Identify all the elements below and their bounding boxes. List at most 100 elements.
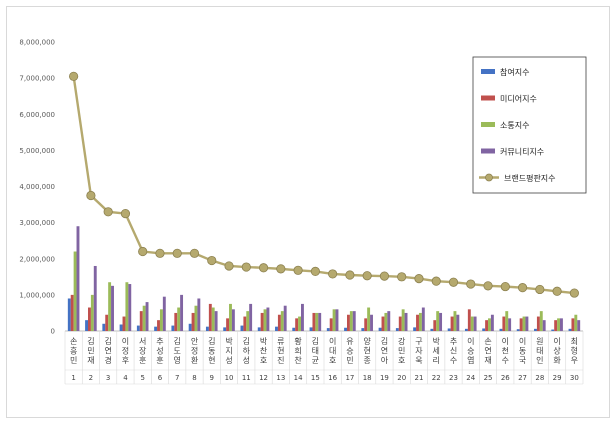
x-category-char: 이 <box>553 336 560 346</box>
x-category-char: 현 <box>363 347 370 356</box>
x-category-char: 최 <box>571 336 578 346</box>
bar-소통지수-김도영 <box>177 307 181 331</box>
x-rank-label: 9 <box>210 374 214 382</box>
x-category-label: 최형우 <box>571 336 578 365</box>
x-rank-label: 24 <box>466 374 475 382</box>
line-layer <box>69 71 579 298</box>
x-category-label: 김연경 <box>104 336 111 365</box>
x-rank-label: 28 <box>535 374 544 382</box>
x-category-char: 형 <box>571 347 578 356</box>
bar-미디어지수-이상화 <box>554 320 558 331</box>
x-category-char: 양 <box>363 337 371 346</box>
bar-커뮤니티지수-김태균 <box>318 312 322 331</box>
bar-커뮤니티지수-김연경 <box>111 285 114 331</box>
bar-소통지수-이천수 <box>505 311 509 331</box>
point-브랜드평판지수-최형우 <box>569 288 579 298</box>
bar-소통지수-추성훈 <box>159 309 163 331</box>
x-category-label: 김하성 <box>243 336 251 365</box>
bar-참여지수-김태균 <box>309 327 313 331</box>
legend-swatch <box>481 148 495 154</box>
x-category-label: 김연아 <box>381 336 389 365</box>
point-브랜드평판지수-이천수 <box>500 281 510 292</box>
x-category-label: 추성훈 <box>156 337 163 365</box>
bar-소통지수-류현진 <box>280 311 284 331</box>
x-category-char: 리 <box>433 356 440 365</box>
bar-참여지수-김연아 <box>378 327 382 331</box>
x-rank-label: 5 <box>140 374 144 382</box>
legend-swatch <box>481 122 495 127</box>
bar-커뮤니티지수-김동현 <box>214 311 218 331</box>
bar-커뮤니티지수-이동국 <box>525 316 529 331</box>
bar-소통지수-김하성 <box>246 311 250 331</box>
x-category-char: 손 <box>484 337 491 346</box>
x-rank-label: 6 <box>158 374 163 382</box>
bar-커뮤니티지수-김연아 <box>387 311 391 331</box>
point-브랜드평판지수-김태균 <box>310 266 320 276</box>
x-category-char: 태 <box>312 347 319 356</box>
x-category-char: 이 <box>502 336 509 346</box>
x-rank-label: 10 <box>225 374 234 382</box>
x-category-char: 아 <box>381 355 389 365</box>
x-category-char: 훈 <box>156 355 163 365</box>
x-rank-label: 15 <box>311 374 320 382</box>
bar-소통지수-김연경 <box>108 282 112 331</box>
bar-참여지수-이천수 <box>499 328 503 331</box>
x-category-char: 환 <box>191 355 199 365</box>
x-category-char: 성 <box>225 356 232 365</box>
x-category-char: 연 <box>381 347 388 356</box>
bar-미디어지수-박세리 <box>433 320 437 331</box>
bar-커뮤니티지수-구자욱 <box>421 307 425 331</box>
bar-미디어지수-김동현 <box>208 303 212 331</box>
point-브랜드평판지수-양현종 <box>362 271 372 281</box>
bar-커뮤니티지수-김민재 <box>93 265 97 331</box>
bar-미디어지수-유승민 <box>347 314 350 331</box>
x-category-label: 손연재 <box>484 337 491 365</box>
bar-미디어지수-박지성 <box>226 318 230 331</box>
bar-미디어지수-김연아 <box>381 316 385 331</box>
bar-미디어지수-최형우 <box>571 318 575 331</box>
x-rank-label: 27 <box>518 374 527 382</box>
x-category-char: 민 <box>87 346 94 356</box>
bar-참여지수-박세리 <box>430 328 434 331</box>
bar-미디어지수-원태인 <box>536 316 540 331</box>
bar-소통지수-박지성 <box>229 303 232 331</box>
x-category-char: 종 <box>363 356 370 365</box>
point-브랜드평판지수-김동현 <box>207 255 217 266</box>
y-tick-label: 6,000,000 <box>19 111 55 119</box>
x-category-label: 서장훈 <box>139 337 147 365</box>
bar-커뮤니티지수-박지성 <box>231 309 235 331</box>
point-브랜드평판지수-김연경 <box>103 207 113 217</box>
x-category-char: 정 <box>122 346 129 356</box>
bar-미디어지수-손흥민 <box>70 294 74 331</box>
x-category-char: 재 <box>87 356 94 365</box>
bar-소통지수-김연아 <box>384 312 388 331</box>
bar-참여지수-손흥민 <box>67 298 71 331</box>
bar-커뮤니티지수-유승민 <box>352 311 356 331</box>
bar-참여지수-유승민 <box>344 327 347 331</box>
bar-참여지수-추성훈 <box>154 326 158 331</box>
x-category-char: 천 <box>502 346 509 356</box>
x-category-char: 원 <box>536 337 543 346</box>
point-브랜드평판지수-황희찬 <box>293 265 303 275</box>
point-브랜드평판지수-박찬호 <box>258 263 269 273</box>
x-category-label: 안정환 <box>191 336 199 365</box>
point-브랜드평판지수-이승엽 <box>466 279 476 289</box>
x-category-char: 이 <box>467 336 474 346</box>
bar-참여지수-추신수 <box>447 328 451 331</box>
y-tick-label: 2,000,000 <box>19 255 55 263</box>
x-rank-label: 11 <box>242 374 251 382</box>
bar-미디어지수-박찬호 <box>260 312 264 331</box>
x-category-char: 균 <box>312 356 319 365</box>
x-category-char: 추 <box>156 337 163 346</box>
x-category-char: 찬 <box>260 346 268 356</box>
legend-label: 커뮤니티지수 <box>500 147 544 157</box>
x-category-char: 현 <box>277 347 284 356</box>
bar-미디어지수-이정후 <box>122 316 126 331</box>
bar-참여지수-손연재 <box>482 328 486 331</box>
bar-참여지수-김연경 <box>102 323 106 331</box>
x-category-char: 동 <box>208 347 215 356</box>
bar-커뮤니티지수-강민호 <box>404 312 408 331</box>
bar-미디어지수-추성훈 <box>157 320 160 331</box>
bar-커뮤니티지수-이대호 <box>335 309 339 331</box>
